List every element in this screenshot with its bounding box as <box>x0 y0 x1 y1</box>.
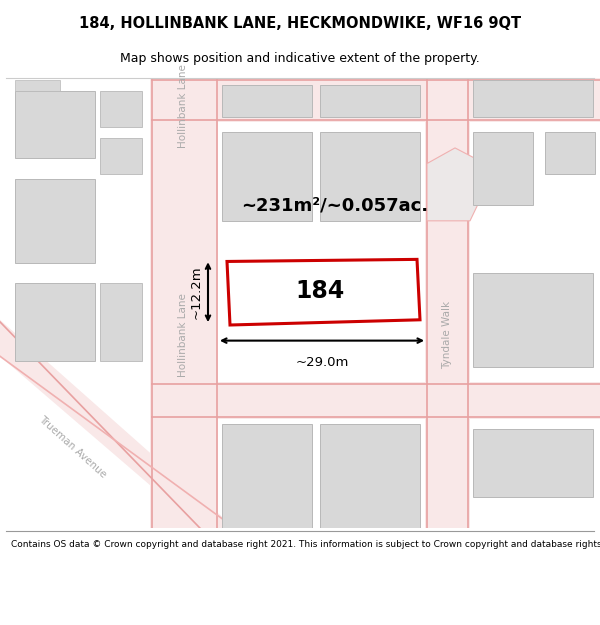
Bar <box>15 91 95 158</box>
Bar <box>15 80 60 91</box>
Text: Tyndale Walk: Tyndale Walk <box>442 301 452 369</box>
Bar <box>473 132 533 205</box>
Bar <box>150 78 218 528</box>
Polygon shape <box>427 148 480 221</box>
Polygon shape <box>0 320 235 528</box>
Text: Map shows position and indicative extent of the property.: Map shows position and indicative extent… <box>120 52 480 65</box>
Bar <box>150 78 600 122</box>
Bar <box>320 424 420 528</box>
Bar <box>100 91 142 127</box>
Bar <box>222 132 312 221</box>
Bar <box>320 132 420 221</box>
Bar <box>473 429 593 497</box>
Bar <box>320 86 420 117</box>
Bar <box>545 132 595 174</box>
Bar <box>100 283 142 361</box>
Bar <box>222 86 312 117</box>
Text: 184, HOLLINBANK LANE, HECKMONDWIKE, WF16 9QT: 184, HOLLINBANK LANE, HECKMONDWIKE, WF16… <box>79 16 521 31</box>
Text: 184: 184 <box>295 279 344 302</box>
Text: Hollinbank Lane: Hollinbank Lane <box>178 64 188 148</box>
Bar <box>473 273 593 367</box>
Text: Contains OS data © Crown copyright and database right 2021. This information is : Contains OS data © Crown copyright and d… <box>11 540 600 549</box>
Bar <box>150 382 600 419</box>
Text: Hollinbank Lane: Hollinbank Lane <box>178 294 188 378</box>
Polygon shape <box>227 259 420 325</box>
Bar <box>15 179 95 262</box>
Bar <box>425 78 470 528</box>
Bar <box>15 283 95 361</box>
Text: ~29.0m: ~29.0m <box>295 356 349 369</box>
Text: ~12.2m: ~12.2m <box>190 266 203 319</box>
Bar <box>222 424 312 528</box>
Bar <box>100 138 142 174</box>
Bar <box>473 80 593 117</box>
Text: Trueman Avenue: Trueman Avenue <box>36 414 108 480</box>
Text: ~231m²/~0.057ac.: ~231m²/~0.057ac. <box>241 196 428 214</box>
